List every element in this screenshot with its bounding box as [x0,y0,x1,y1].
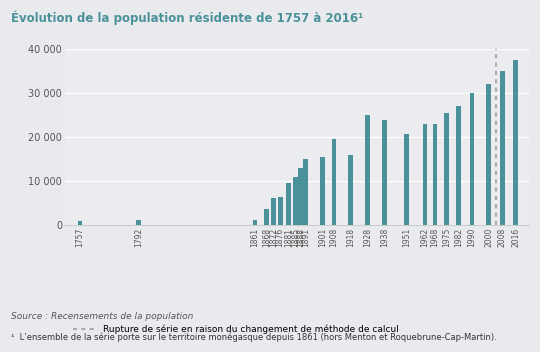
Text: Évolution de la population résidente de 1757 à 2016¹: Évolution de la population résidente de … [11,11,363,25]
Bar [422,124,427,225]
Bar [382,120,387,225]
Bar [404,134,409,225]
Bar [278,197,282,225]
Bar [433,124,437,225]
Bar [514,60,518,225]
Bar [78,221,82,225]
Bar [253,220,257,225]
Bar [303,159,308,225]
Bar [487,84,491,225]
Bar [265,209,269,225]
Bar [500,71,505,225]
Text: ¹  L’ensemble de la série porte sur le territoire monégasque depuis 1861 (hors M: ¹ L’ensemble de la série porte sur le te… [11,333,497,342]
Bar [332,139,336,225]
Bar [137,220,141,225]
Bar [456,106,461,225]
Bar [293,177,298,225]
Bar [271,197,276,225]
Bar [470,93,474,225]
Bar [444,113,449,225]
Bar [348,155,353,225]
Bar [298,168,303,225]
Legend: Rupture de série en raison du changement de méthode de calcul: Rupture de série en raison du changement… [69,321,402,338]
Text: Source : Recensements de la population: Source : Recensements de la population [11,312,193,321]
Bar [320,157,325,225]
Bar [366,115,370,225]
Bar [286,183,291,225]
